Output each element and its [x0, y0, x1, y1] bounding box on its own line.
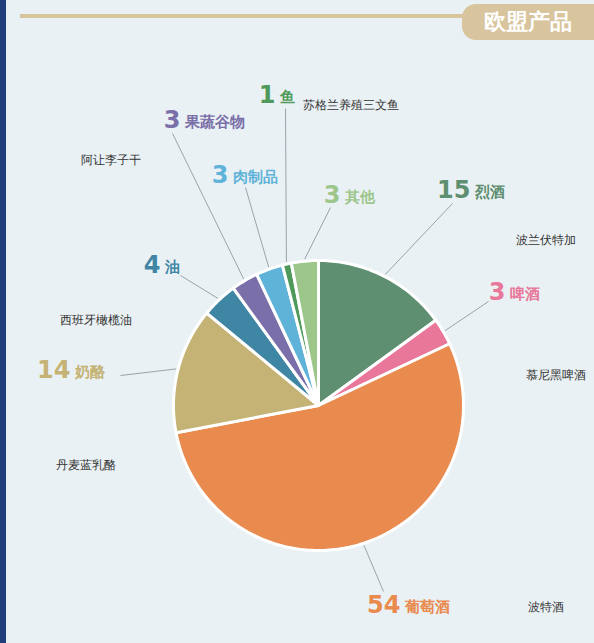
svg-text:奶酪: 奶酪	[74, 363, 106, 381]
svg-text:阿让李子干: 阿让李子干	[81, 153, 141, 167]
svg-text:3: 3	[164, 106, 181, 134]
svg-text:啤酒: 啤酒	[510, 285, 540, 303]
svg-text:葡萄酒: 葡萄酒	[404, 598, 450, 616]
svg-text:4: 4	[144, 251, 161, 279]
svg-text:鱼: 鱼	[279, 88, 295, 106]
svg-text:苏格兰养殖三文鱼: 苏格兰养殖三文鱼	[303, 98, 399, 112]
svg-text:烈酒: 烈酒	[474, 183, 505, 201]
html-text:欧盟产品: 欧盟产品	[484, 9, 572, 34]
svg-text:慕尼黑啤酒: 慕尼黑啤酒	[526, 368, 586, 382]
svg-text:油: 油	[164, 258, 180, 276]
svg-text:丹麦蓝乳酪: 丹麦蓝乳酪	[56, 458, 116, 472]
svg-text:14: 14	[37, 356, 70, 384]
svg-text:波兰伏特加: 波兰伏特加	[516, 233, 576, 247]
svg-text:其他: 其他	[344, 188, 376, 206]
svg-text:肉制品: 肉制品	[233, 168, 278, 186]
svg-text:1: 1	[259, 81, 276, 109]
svg-text:波特酒: 波特酒	[528, 600, 564, 614]
svg-text:果蔬谷物: 果蔬谷物	[184, 113, 245, 131]
svg-text:3: 3	[212, 161, 229, 189]
svg-text:西班牙橄榄油: 西班牙橄榄油	[60, 313, 132, 327]
svg-text:54: 54	[367, 591, 400, 619]
svg-text:3: 3	[324, 181, 341, 209]
svg-text:15: 15	[437, 176, 470, 204]
svg-text:3: 3	[489, 278, 506, 306]
